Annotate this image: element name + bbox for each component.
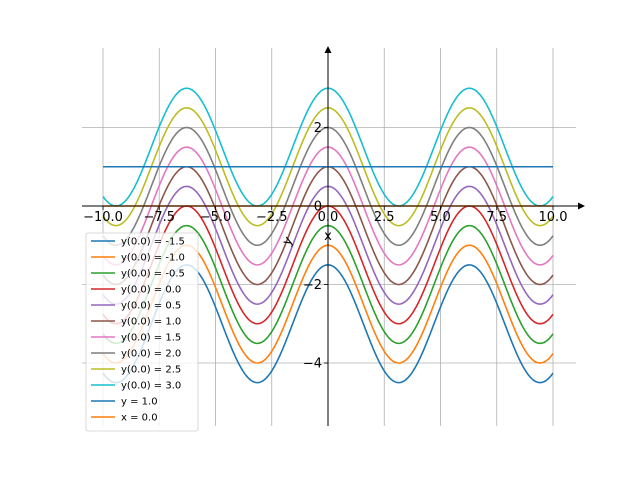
legend-label: y(0.0) = -1.0 — [121, 253, 185, 264]
x-tick-label: −7.5 — [143, 210, 175, 225]
legend: y(0.0) = -1.5 y(0.0) = -1.0 y(0.0) = -0.5 y… — [85, 232, 199, 432]
legend-label: y(0.0) = 3.0 — [121, 381, 181, 392]
legend-label: y(0.0) = 0.5 — [121, 301, 181, 312]
legend-label: x = 0.0 — [121, 413, 158, 424]
legend-label: y(0.0) = -1.5 — [121, 237, 185, 248]
x-tick-label: 5.0 — [430, 210, 451, 225]
x-tick-label: 10.0 — [539, 210, 568, 225]
legend-label: y(0.0) = 2.0 — [121, 349, 181, 360]
legend-label: y = 1.0 — [121, 397, 158, 408]
legend-box — [85, 232, 199, 432]
y-tick-label: 2 — [314, 121, 322, 136]
x-tick-label: 2.5 — [374, 210, 395, 225]
x-tick-label: −10.0 — [83, 210, 123, 225]
y-tick-label: 0 — [314, 200, 322, 215]
legend-label: y(0.0) = 2.5 — [121, 365, 181, 376]
legend-label: y(0.0) = -0.5 — [121, 269, 185, 280]
x-tick-label: −5.0 — [200, 210, 232, 225]
y-tick-label: −2 — [303, 278, 322, 293]
x-tick-label: 7.5 — [486, 210, 507, 225]
legend-label: y(0.0) = 0.0 — [121, 285, 181, 296]
legend-label: y(0.0) = 1.0 — [121, 317, 181, 328]
legend-label: y(0.0) = 1.5 — [121, 333, 181, 344]
x-tick-label: −2.5 — [256, 210, 288, 225]
y-axis-arrow — [324, 46, 332, 53]
x-tick-label: 0.0 — [318, 210, 339, 225]
x-axis-arrow — [578, 202, 585, 210]
tick-labels: −10.0 −7.5 −5.0 −2.5 0.0 2.5 5.0 7.5 10.0 −4 −2 0 2 x… — [83, 121, 567, 372]
x-axis-label: x — [324, 229, 332, 244]
y-tick-label: −4 — [303, 357, 322, 372]
